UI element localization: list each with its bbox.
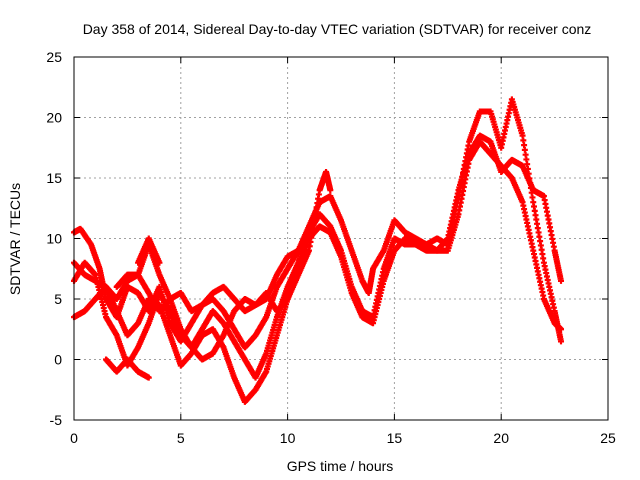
x-tick-label: 20 xyxy=(493,430,509,446)
y-tick-label: 10 xyxy=(46,231,62,247)
x-tick-label: 10 xyxy=(280,430,296,446)
y-tick-labels: -5 0 5 10 15 20 25 xyxy=(46,49,62,428)
y-tick-label: -5 xyxy=(50,412,63,428)
y-tick-label: 15 xyxy=(46,170,62,186)
data-point xyxy=(558,338,565,345)
series-track-3 xyxy=(71,96,565,405)
y-tick-label: 5 xyxy=(54,291,62,307)
series-track-5 xyxy=(113,168,334,315)
x-tick-label: 0 xyxy=(70,430,78,446)
x-tick-label: 25 xyxy=(600,430,616,446)
series-track-6 xyxy=(103,356,152,381)
y-axis-label: SDTVAR / TECUs xyxy=(7,183,23,295)
data-point xyxy=(156,259,163,266)
y-tick-label: 25 xyxy=(46,49,62,65)
y-tick-label: 20 xyxy=(46,110,62,126)
data-point xyxy=(295,247,302,254)
ticks xyxy=(73,56,609,421)
data-points xyxy=(71,96,565,405)
grid xyxy=(74,57,608,420)
x-axis-label: GPS time / hours xyxy=(287,458,394,474)
data-point xyxy=(558,277,565,284)
series-track-7 xyxy=(135,235,163,266)
data-point xyxy=(145,374,152,381)
chart-title: Day 358 of 2014, Sidereal Day-to-day VTE… xyxy=(83,21,592,37)
y-tick-label: 0 xyxy=(54,352,62,368)
x-tick-labels: 0 5 10 15 20 25 xyxy=(70,430,616,446)
x-tick-label: 5 xyxy=(177,430,185,446)
data-point xyxy=(327,187,334,194)
x-tick-label: 15 xyxy=(387,430,403,446)
